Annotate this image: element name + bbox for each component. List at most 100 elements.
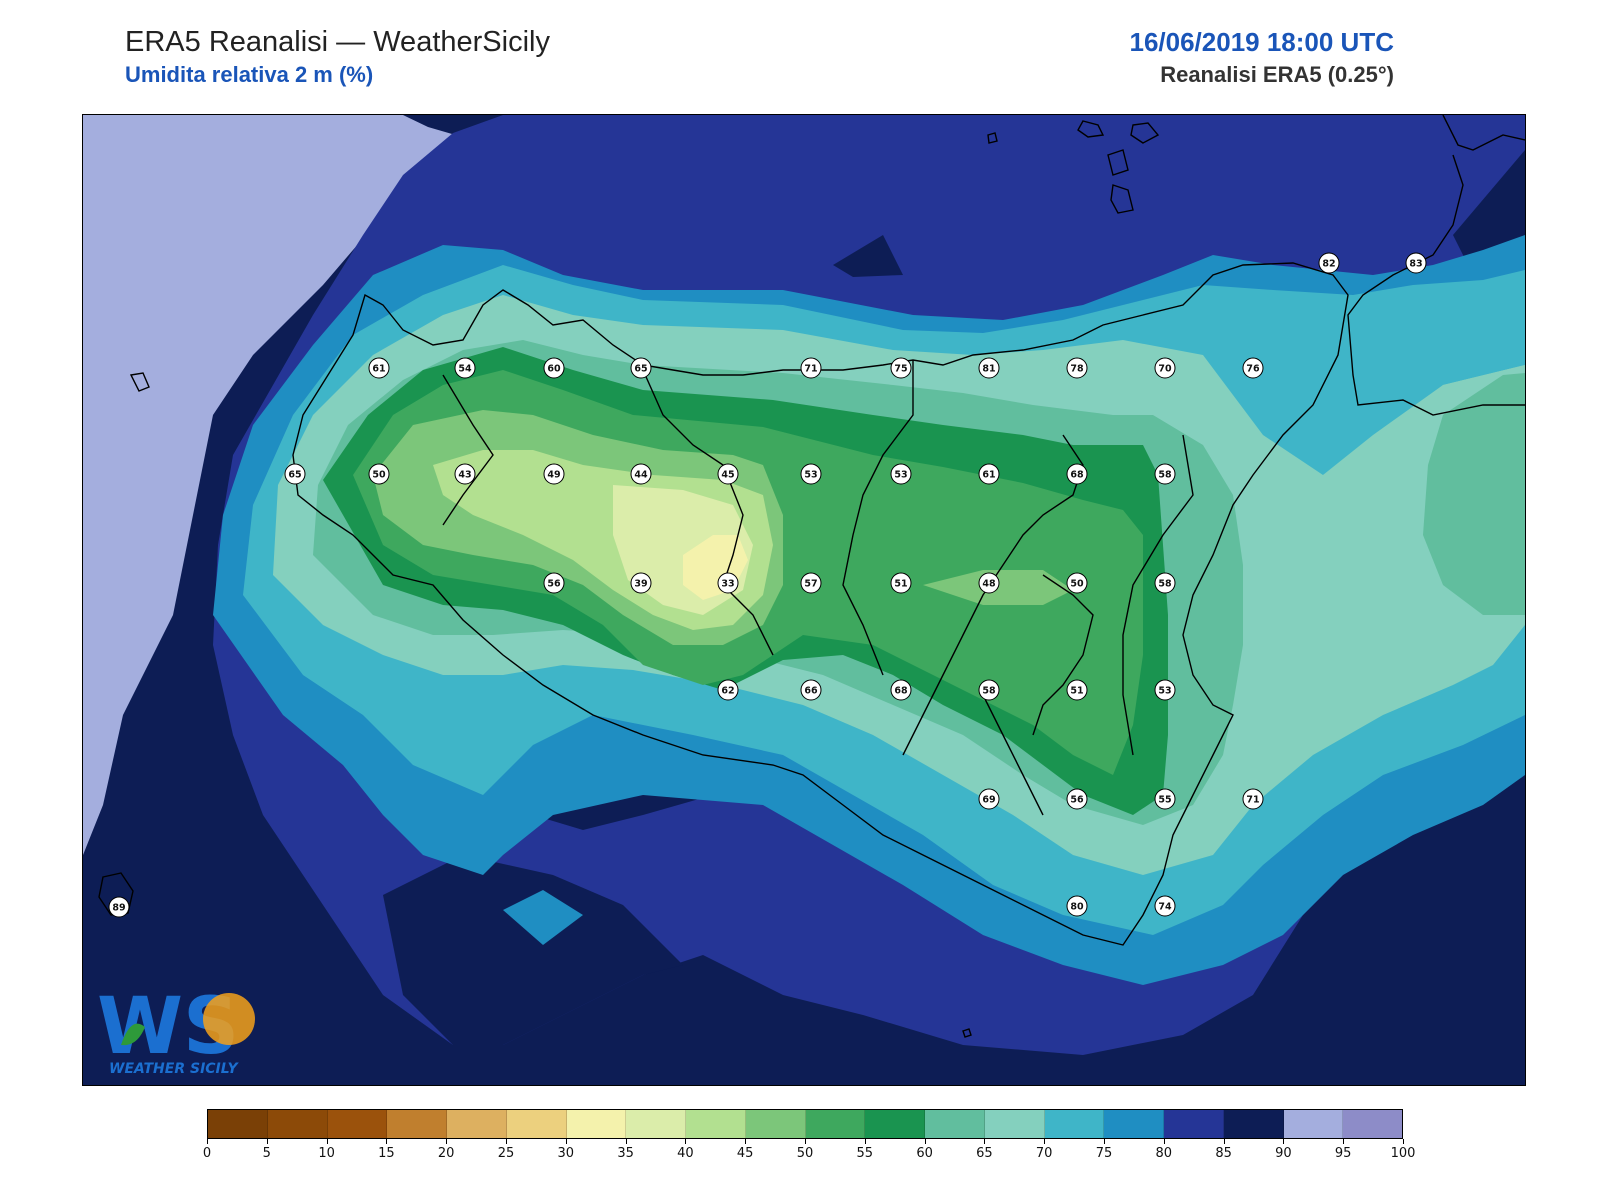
colorbar-tick: [924, 1139, 926, 1144]
weathersicily-logo: WS WEATHER SICILY: [97, 982, 255, 1077]
station-marker: 80: [1066, 895, 1088, 917]
station-circle: [1405, 252, 1427, 274]
station-marker: 56: [1066, 788, 1088, 810]
station-circle: [1154, 357, 1176, 379]
station-circle: [800, 679, 822, 701]
station-circle: [284, 463, 306, 485]
station-circle: [1154, 463, 1176, 485]
station-marker: 54: [454, 357, 476, 379]
colorbar-swatch: [1104, 1110, 1164, 1138]
station-value: 68: [894, 686, 908, 697]
station-circle: [368, 357, 390, 379]
colorbar-tick: [446, 1139, 448, 1144]
station-marker: 71: [1242, 788, 1264, 810]
station-value: 57: [804, 579, 817, 590]
station-circle: [890, 463, 912, 485]
station-marker: 55: [1154, 788, 1176, 810]
coastline-sicily: [292, 262, 1349, 946]
station-value: 78: [1070, 364, 1084, 375]
station-value: 43: [458, 470, 471, 481]
station-markers: 82 83 61 54 60 65 71 75 81 78 70 76 65 50 43 49 44 45 53 53…: [108, 252, 1427, 918]
station-marker: 51: [1066, 679, 1088, 701]
station-value: 76: [1246, 364, 1260, 375]
colorbar-tick-label: 55: [856, 1146, 874, 1161]
station-value: 75: [894, 364, 907, 375]
colorbar-tick-label: 60: [916, 1146, 933, 1161]
colorbar-swatch: [566, 1110, 627, 1138]
station-marker: 53: [890, 463, 912, 485]
station-value: 62: [721, 686, 734, 697]
station-circle: [454, 463, 476, 485]
colorbar-tick-label: 45: [736, 1146, 754, 1161]
islands: [98, 120, 1160, 1038]
humidity-band-90-95-west: [83, 115, 483, 855]
colorbar-swatch: [1164, 1110, 1224, 1138]
station-circle: [1154, 572, 1176, 594]
station-marker: 66: [800, 679, 822, 701]
colorbar-tick: [864, 1139, 866, 1144]
colorbar-swatch: [1044, 1110, 1105, 1138]
station-marker: 61: [368, 357, 390, 379]
colorbar-tick-label: 65: [976, 1146, 993, 1161]
station-value: 82: [1322, 259, 1335, 270]
station-value: 45: [721, 470, 734, 481]
coastline-calabria: [1347, 115, 1525, 416]
station-marker: 58: [1154, 463, 1176, 485]
colorbar-tick: [685, 1139, 687, 1144]
station-value: 56: [1070, 795, 1084, 806]
colorbar-tick: [386, 1139, 388, 1144]
station-value: 66: [804, 686, 818, 697]
station-circle: [543, 357, 565, 379]
colorbar-tick: [625, 1139, 627, 1144]
header-right: 16/06/2019 18:00 UTC Reanalisi ERA5 (0.2…: [1129, 24, 1394, 90]
colorbar-swatch: [745, 1110, 806, 1138]
map-subtitle: Umidita relativa 2 m (%): [125, 62, 374, 87]
station-value: 48: [982, 579, 996, 590]
colorbar-tick: [506, 1139, 507, 1144]
station-marker: 58: [978, 679, 1000, 701]
station-value: 50: [1070, 579, 1084, 590]
colorbar-tick: [1283, 1139, 1285, 1144]
station-value: 89: [112, 903, 125, 914]
station-circle: [1242, 788, 1264, 810]
colorbar-swatch: [1283, 1110, 1344, 1138]
station-marker: 61: [978, 463, 1000, 485]
station-marker: 49: [543, 463, 565, 485]
station-marker: 58: [1154, 572, 1176, 594]
colorbar-tick-label: 5: [262, 1146, 271, 1161]
colorbar-tick-label: 85: [1215, 1146, 1232, 1161]
station-marker: 76: [1242, 357, 1264, 379]
map-panel: 82 83 61 54 60 65 71 75 81 78 70 76 65 50 43 49 44 45 53 53…: [82, 114, 1526, 1086]
station-circle: [800, 357, 822, 379]
colorbar-tick: [1223, 1139, 1225, 1144]
station-circle: [890, 357, 912, 379]
colorbar-tick-label: 50: [796, 1146, 814, 1161]
station-value: 60: [547, 364, 561, 375]
station-value: 53: [894, 470, 907, 481]
colorbar-swatch: [925, 1110, 985, 1138]
colorbar-tick: [565, 1139, 567, 1144]
station-circle: [978, 788, 1000, 810]
station-value: 74: [1158, 902, 1172, 913]
colorbar-tick-label: 15: [378, 1146, 395, 1161]
colorbar-ticks: 0 5 10 15 20 25 30 35 40 45 50 55 60 65 70 75 80 85 90 95 10…: [203, 1139, 1415, 1163]
station-circle: [978, 679, 1000, 701]
station-marker: 78: [1066, 357, 1088, 379]
map-title: ERA5 Reanalisi — WeatherSicily: [125, 26, 550, 58]
station-marker: 39: [630, 572, 652, 594]
colorbar-tick: [1343, 1139, 1345, 1144]
colorbar-tick-label: 70: [1035, 1146, 1053, 1161]
station-value: 61: [372, 364, 385, 375]
colorbar-swatch: [984, 1110, 1045, 1138]
station-value: 70: [1158, 364, 1172, 375]
colorbar-tick: [805, 1139, 806, 1144]
station-circle: [1154, 679, 1176, 701]
colorbar-tick-label: 25: [497, 1146, 515, 1161]
colorbar-tick: [326, 1139, 328, 1144]
map-source: Reanalisi ERA5 (0.25°): [1160, 62, 1394, 87]
station-circle: [978, 463, 1000, 485]
station-marker: 51: [890, 572, 912, 594]
station-marker: 83: [1405, 252, 1427, 274]
sun-icon: [203, 993, 255, 1045]
station-circle: [890, 572, 912, 594]
